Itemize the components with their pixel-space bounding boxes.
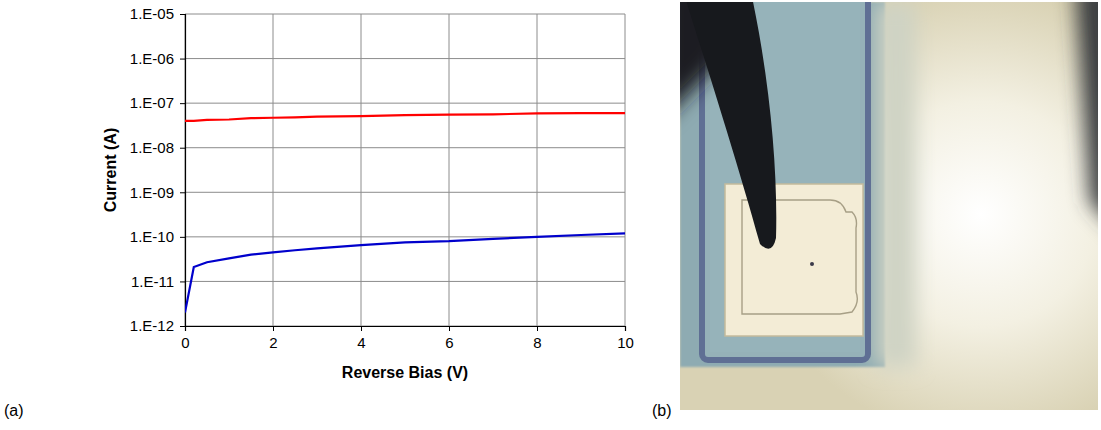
grid <box>185 14 625 326</box>
y-axis: 1.E-12 1.E-11 1.E-10 1.E-09 1.E-08 1.E-07 1.E-… <box>130 5 186 334</box>
tick-mark <box>180 237 185 238</box>
tick: 1.E-08 <box>130 139 185 156</box>
tick-label: 6 <box>445 334 453 351</box>
tick: 2 <box>269 326 277 351</box>
tick-label: 1.E-05 <box>130 5 174 22</box>
grid-line-y <box>185 58 625 59</box>
tick-label: 10 <box>617 334 634 351</box>
photo <box>680 2 1098 410</box>
x-axis-title: Reverse Bias (V) <box>342 364 468 381</box>
tick: 1.E-11 <box>131 273 185 290</box>
contact-pad <box>725 184 863 336</box>
tick: 1.E-10 <box>130 228 185 245</box>
grid-line-x <box>449 14 450 326</box>
axis-line <box>186 327 626 332</box>
grid-line-x <box>625 14 626 326</box>
grid-line-y <box>185 281 625 282</box>
grid-line-x <box>361 14 362 326</box>
x-axis: 0 2 4 6 8 10 <box>181 326 634 351</box>
tick: 4 <box>357 326 365 351</box>
grid-line-y <box>185 192 625 193</box>
substrate-edge <box>876 2 916 367</box>
grid-line-y <box>185 103 625 104</box>
y-axis-title: Current (A) <box>102 128 119 212</box>
tick: 0 <box>181 326 189 351</box>
tick-label: 1.E-06 <box>130 50 174 67</box>
tick-label: 8 <box>533 334 541 351</box>
tick-label: 1.E-07 <box>130 94 174 111</box>
tick-label: 1.E-10 <box>130 228 174 245</box>
right-probe-shadow <box>1075 2 1098 232</box>
tick-mark <box>180 326 185 327</box>
tick-label: 1.E-09 <box>130 184 174 201</box>
tick: 6 <box>445 326 453 351</box>
figure: 1.E-12 1.E-11 1.E-10 1.E-09 1.E-08 1.E-07 1.E-… <box>0 0 1101 430</box>
tick-label: 2 <box>269 334 277 351</box>
pad-speck <box>810 262 814 266</box>
tick: 10 <box>617 326 634 351</box>
tick-mark <box>361 326 362 331</box>
tick: 8 <box>533 326 541 351</box>
panel-label: (b) <box>652 402 672 419</box>
tick-mark <box>180 281 185 282</box>
probe-tip <box>685 2 776 249</box>
grid-line-y <box>185 14 625 15</box>
grid-line-y <box>185 147 625 148</box>
tick-label: 1.E-11 <box>131 273 174 290</box>
axis-line <box>180 15 186 327</box>
tick: 1.E-12 <box>130 317 185 334</box>
tick-mark <box>180 148 185 149</box>
tick-mark <box>537 326 538 331</box>
tick-label: 4 <box>357 334 365 351</box>
tick: 1.E-07 <box>130 94 185 111</box>
chart: 1.E-12 1.E-11 1.E-10 1.E-09 1.E-08 1.E-07 1.E-… <box>102 5 634 381</box>
tick-mark <box>185 326 186 331</box>
tick-mark <box>180 192 185 193</box>
tick: 1.E-09 <box>130 184 185 201</box>
tick-mark <box>449 326 450 331</box>
tick-mark <box>180 103 185 104</box>
tick-label: 1.E-12 <box>130 317 174 334</box>
tick: 1.E-05 <box>130 5 185 22</box>
plot-area <box>185 113 625 313</box>
series-line <box>185 113 625 121</box>
grid-line-x <box>273 14 274 326</box>
series-line <box>185 233 625 312</box>
grid-line-x <box>537 14 538 326</box>
tick-mark <box>273 326 274 331</box>
tick-label: 0 <box>181 334 189 351</box>
tick-label: 1.E-08 <box>130 139 174 156</box>
tick-mark <box>625 326 626 331</box>
tick-mark <box>180 59 185 60</box>
tick-mark <box>180 14 185 15</box>
panel-label: (a) <box>4 402 24 419</box>
tick: 1.E-06 <box>130 50 185 67</box>
